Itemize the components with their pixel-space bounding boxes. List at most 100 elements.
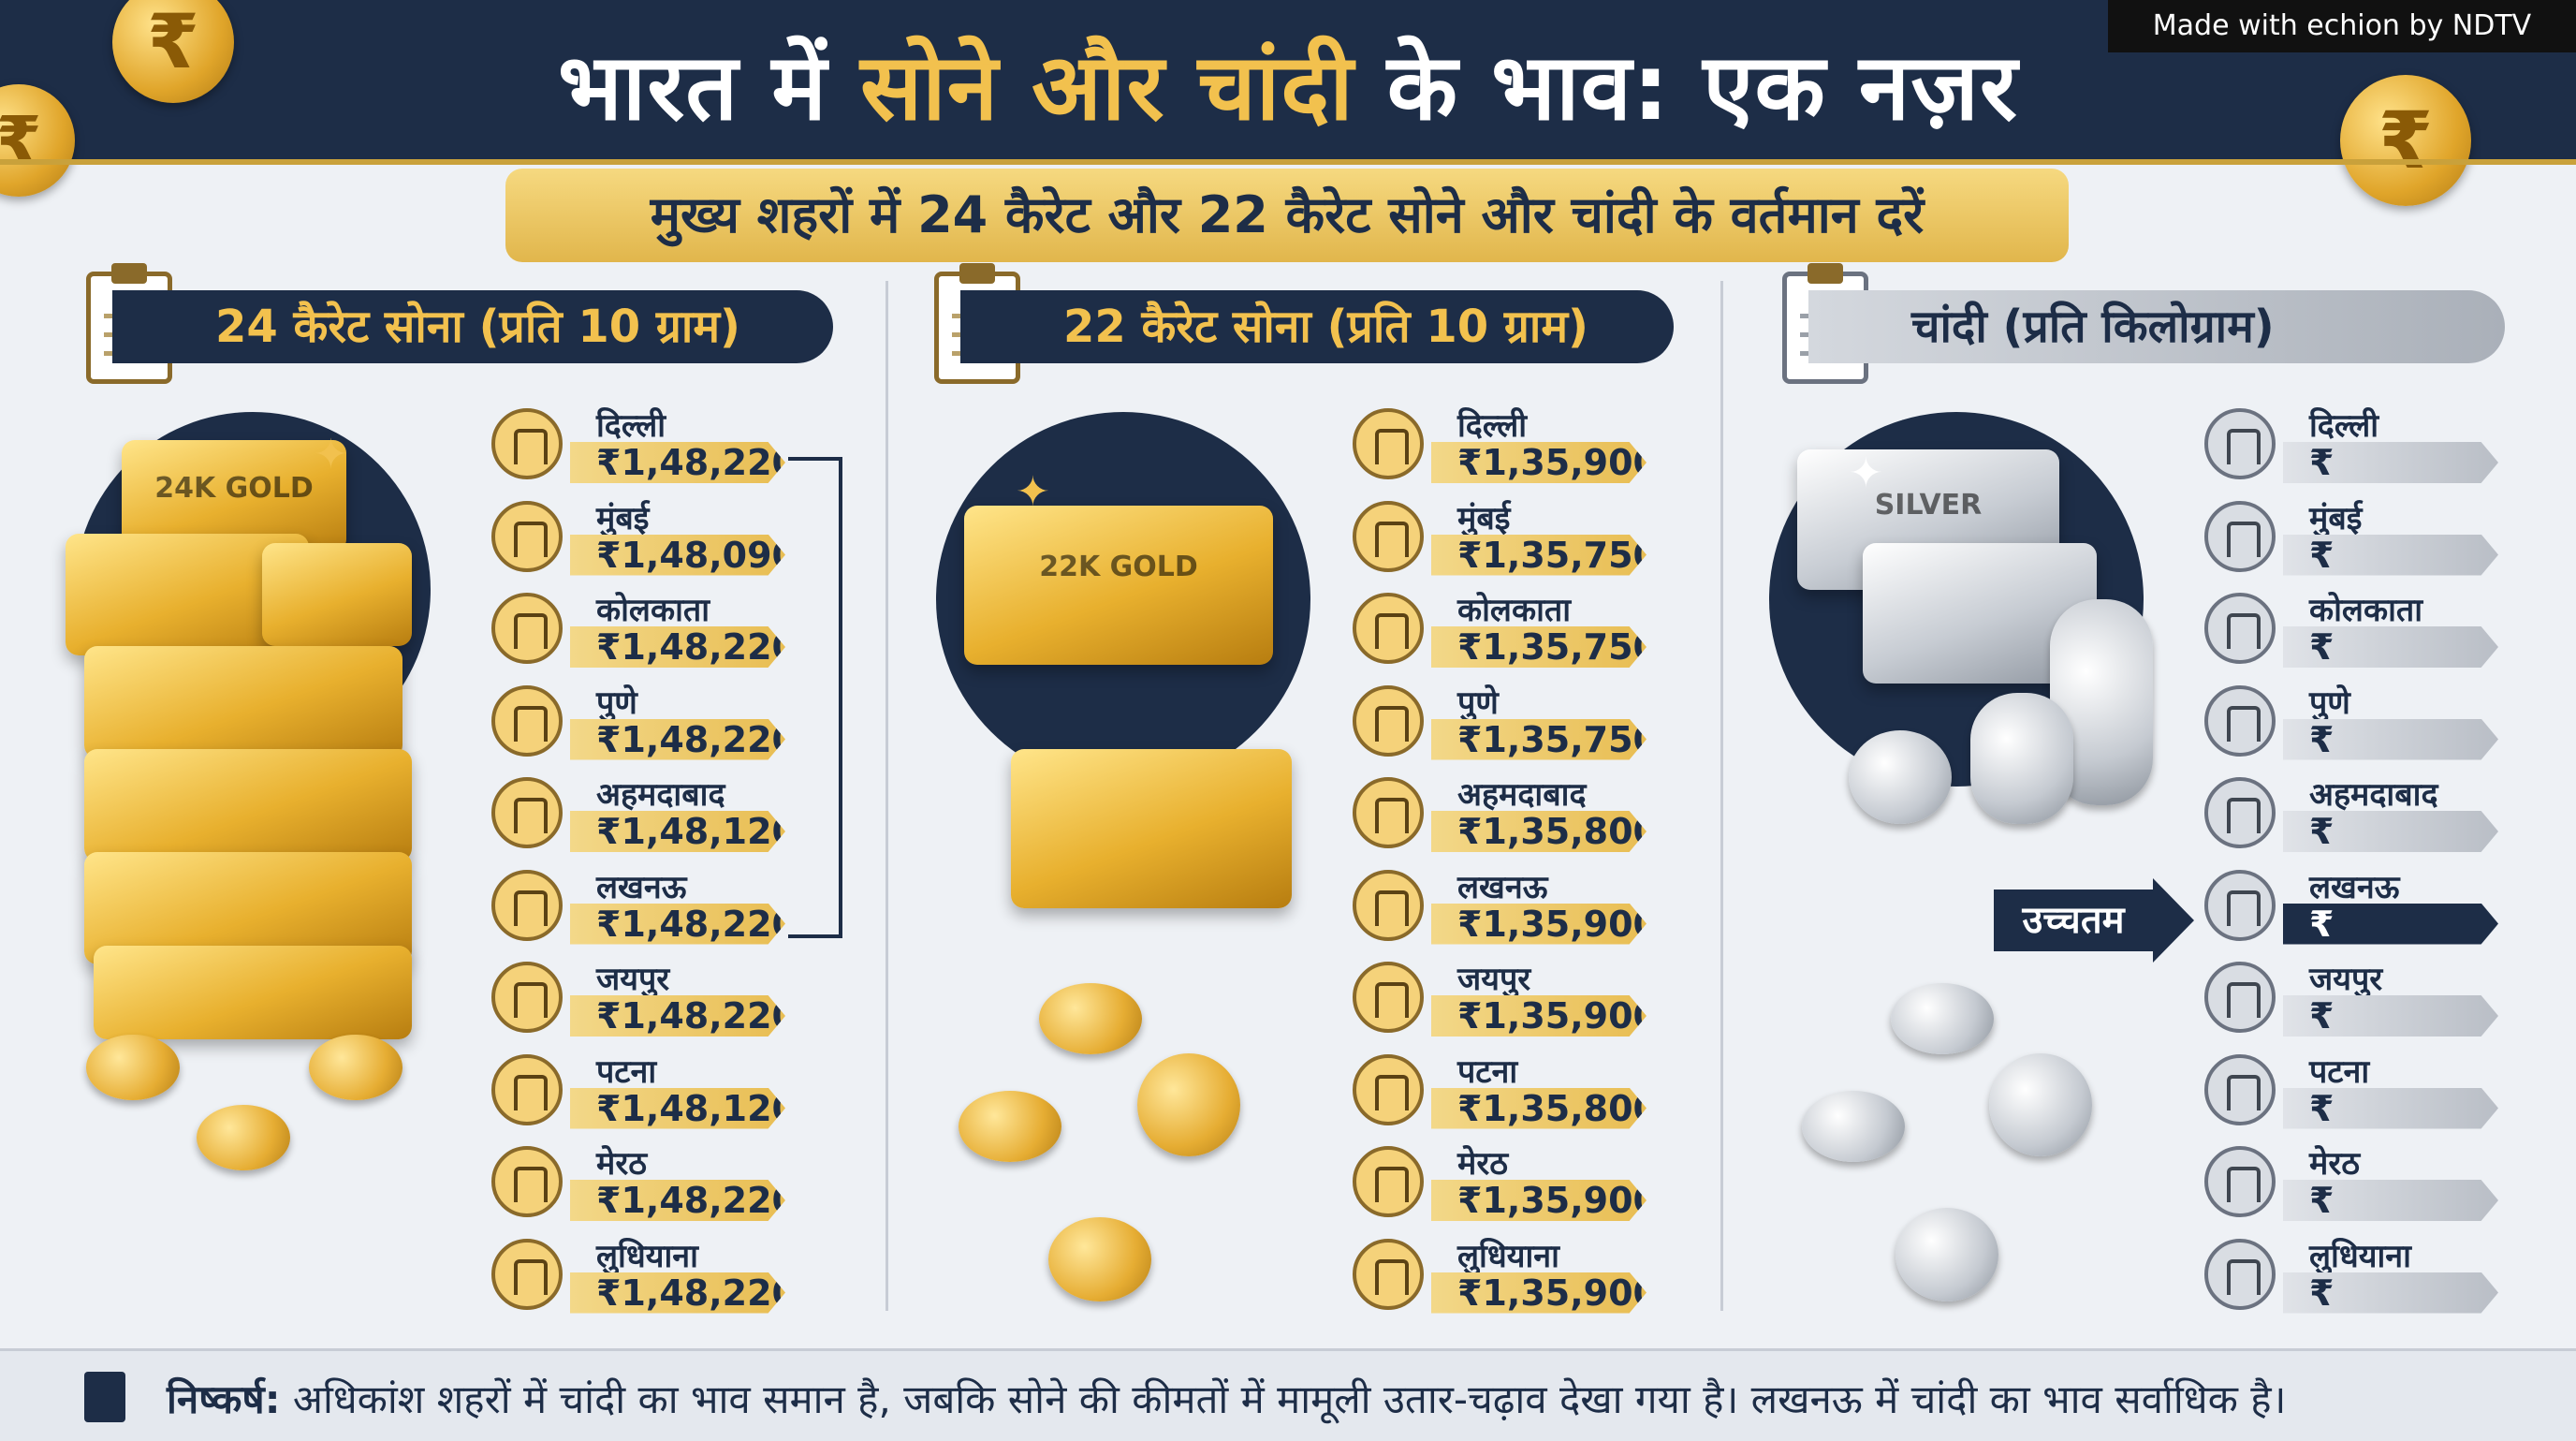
price-value: ₹ 2,45,000 xyxy=(2283,811,2498,852)
price-row: पुणे ₹ 2,45,000 xyxy=(2204,680,2513,760)
city-name: दिल्ली xyxy=(596,407,666,445)
price-value: ₹1,35,800 xyxy=(1431,811,1647,852)
silver-coin-icon xyxy=(1802,1091,1905,1162)
price-value: ₹1,48,220 xyxy=(570,995,785,1037)
notepad-icon xyxy=(84,1372,125,1422)
column-heading-22k: 22 कैरेट सोना (प्रति 10 ग्राम) xyxy=(960,290,1674,363)
range-bracket xyxy=(788,457,842,938)
city-name: लुधियाना xyxy=(1457,1237,1559,1275)
city-monument-icon xyxy=(1353,962,1424,1033)
subtitle-ribbon: मुख्य शहरों में 24 कैरेट और 22 कैरेट सोन… xyxy=(505,169,2069,262)
column-heading-silver: चांदी (प्रति किलोग्राम) xyxy=(1808,290,2505,363)
price-row: लुधियाना ₹ 2,45,000 xyxy=(2204,1233,2513,1314)
city-monument-icon xyxy=(491,593,563,664)
city-monument-icon xyxy=(1353,593,1424,664)
price-row: मेरठ ₹1,35,900 xyxy=(1353,1140,1661,1221)
gold-bar-icon xyxy=(84,646,402,758)
price-value: ₹ 2,45,000 xyxy=(2283,1087,2498,1129)
gold-bar-icon: 22K GOLD xyxy=(964,506,1273,665)
city-monument-icon xyxy=(1353,1238,1424,1310)
column-divider xyxy=(886,281,888,1311)
price-row: कोलकाता ₹1,48,220 xyxy=(491,587,800,668)
price-value: ₹1,35,900 xyxy=(1431,442,1647,483)
city-monument-icon xyxy=(2204,684,2276,757)
price-row: मुंबई ₹1,48,090 xyxy=(491,495,800,576)
price-row: दिल्ली ₹1,48,220 xyxy=(491,403,800,483)
city-monument-icon xyxy=(1353,777,1424,848)
city-name: कोलकाता xyxy=(2309,592,2423,629)
column-heading-24k: 24 कैरेट सोना (प्रति 10 ग्राम) xyxy=(112,290,833,363)
price-row: कोलकाता ₹1,35,750 xyxy=(1353,587,1661,668)
price-value: ₹1,48,220 xyxy=(570,442,785,483)
city-monument-icon xyxy=(2204,408,2276,479)
price-row: अहमदाबाद ₹ 2,45,000 xyxy=(2204,772,2513,852)
price-row: कोलकाता ₹ 2,45,000 xyxy=(2204,587,2513,668)
price-row: पुणे ₹1,35,750 xyxy=(1353,680,1661,760)
gold-coin-icon xyxy=(197,1105,290,1170)
price-value: ₹ 2,45,000 xyxy=(2283,626,2498,668)
price-row: लुधियाना ₹1,48,220 xyxy=(491,1233,800,1314)
price-value: ₹1,48,220 xyxy=(570,1272,785,1314)
price-value: ₹1,35,800 xyxy=(1431,1087,1647,1129)
city-name: पटना xyxy=(1457,1052,1518,1091)
city-name: पटना xyxy=(596,1052,657,1091)
sparkle-icon: ✦ xyxy=(1016,468,1050,516)
city-name: पटना xyxy=(2309,1052,2370,1091)
silver-coin-icon xyxy=(1989,1053,2092,1156)
price-row: दिल्ली ₹ 2,45,000 xyxy=(2204,403,2513,483)
price-value: ₹1,35,900 xyxy=(1431,903,1647,945)
city-name: मेरठ xyxy=(2309,1145,2360,1183)
city-name: जयपुर xyxy=(1457,961,1531,998)
city-name: कोलकाता xyxy=(1457,592,1572,629)
sparkle-icon: ✦ xyxy=(1849,449,1883,497)
gold-coin-icon xyxy=(1039,983,1142,1054)
price-value: ₹ 2,45,000 xyxy=(2283,1272,2498,1314)
price-row: मेरठ ₹ 2,45,000 xyxy=(2204,1140,2513,1221)
price-row: पुणे ₹1,48,220 xyxy=(491,680,800,760)
price-value: ₹1,48,220 xyxy=(570,718,785,760)
city-name: कोलकाता xyxy=(596,592,710,629)
city-name: लखनऊ xyxy=(2309,868,2400,906)
brand-badge[interactable]: Made with echion by NDTV xyxy=(2108,0,2576,52)
city-name: दिल्ली xyxy=(2309,407,2379,445)
gold-bar-icon xyxy=(262,543,412,646)
city-monument-icon xyxy=(1353,869,1424,941)
silver-coin-icon xyxy=(1891,983,1994,1054)
city-monument-icon xyxy=(491,408,563,479)
city-name: जयपुर xyxy=(2309,961,2383,998)
price-row: लखनऊ ₹ 2,50,000 xyxy=(2204,864,2513,945)
price-value: ₹1,48,120 xyxy=(570,1087,785,1129)
city-name: अहमदाबाद xyxy=(596,776,725,814)
gold-bar-icon xyxy=(1011,749,1292,908)
city-name: लखनऊ xyxy=(1457,868,1548,906)
city-monument-icon xyxy=(2204,593,2276,664)
city-name: लुधियाना xyxy=(596,1237,698,1275)
price-value: ₹1,35,750 xyxy=(1431,534,1647,576)
city-monument-icon xyxy=(1353,408,1424,479)
city-monument-icon xyxy=(491,1146,563,1217)
city-name: मेरठ xyxy=(1457,1145,1508,1183)
city-monument-icon xyxy=(2204,1238,2276,1310)
city-name: मुंबई xyxy=(1457,499,1511,537)
city-monument-icon xyxy=(1353,684,1424,757)
price-row: लखनऊ ₹1,48,220 xyxy=(491,864,800,945)
gold-coin-icon xyxy=(959,1091,1061,1162)
price-value: ₹1,48,220 xyxy=(570,626,785,668)
price-row: लखनऊ ₹1,35,900 xyxy=(1353,864,1661,945)
price-value: ₹1,35,750 xyxy=(1431,626,1647,668)
header-banner: ₹ ₹ ₹ भारत में सोने और चांदी के भाव: एक … xyxy=(0,0,2576,206)
price-value: ₹1,48,220 xyxy=(570,1180,785,1221)
city-monument-icon xyxy=(2204,1053,2276,1125)
gold-coin-icon xyxy=(1137,1053,1240,1156)
price-row: अहमदाबाद ₹1,48,120 xyxy=(491,772,800,852)
city-monument-icon xyxy=(491,500,563,572)
price-value: ₹ 2,45,000 xyxy=(2283,718,2498,760)
price-value: ₹1,35,900 xyxy=(1431,995,1647,1037)
price-value: ₹1,48,220 xyxy=(570,903,785,945)
city-name: दिल्ली xyxy=(1457,407,1528,445)
price-value: ₹1,48,120 xyxy=(570,811,785,852)
city-monument-icon xyxy=(2204,500,2276,572)
price-value: ₹ 2,45,000 xyxy=(2283,442,2498,483)
gold-coin-icon xyxy=(309,1035,402,1100)
city-monument-icon xyxy=(491,1053,563,1125)
